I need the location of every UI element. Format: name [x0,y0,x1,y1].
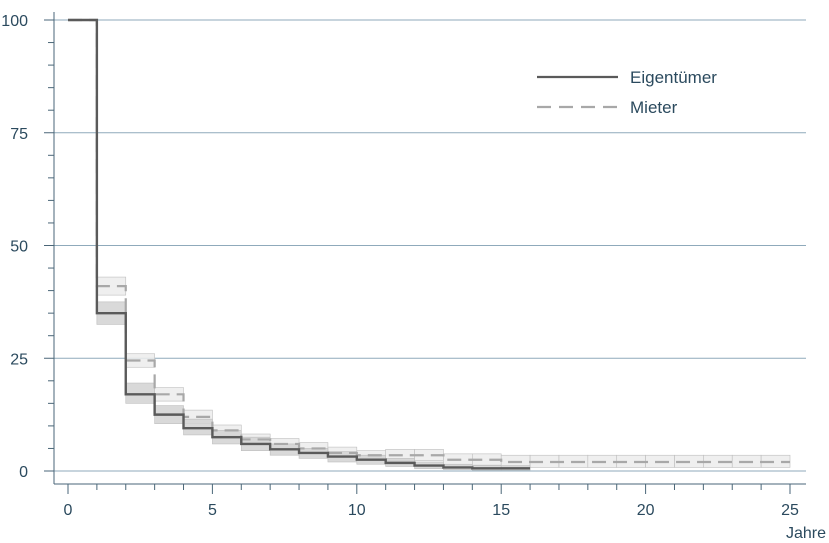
y-tick-label: 25 [10,351,28,368]
y-tick-label: 100 [1,13,28,30]
x-tick-label: 20 [637,502,655,519]
x-tick-label: 25 [781,502,799,519]
y-tick-label: 0 [19,464,28,481]
y-tick-label: 75 [10,126,28,143]
series-line-mieter [68,18,790,464]
legend: Eigentümer Mieter [537,68,717,117]
x-tick-label: 15 [492,502,510,519]
x-tick-label: 10 [348,502,366,519]
confidence-bands [96,276,791,471]
series-line-eigentuemer [68,18,531,470]
legend-label: Eigentümer [630,68,717,87]
x-tick-label: 5 [208,502,217,519]
series-lines [68,18,790,470]
x-axis-label: Jahre [786,525,826,542]
x-tick-label: 0 [64,502,73,519]
axes: 0 25 50 75 100 0 5 10 15 20 25 Jahre [1,12,826,542]
gridlines [54,19,806,472]
y-tick-label: 50 [10,239,28,256]
legend-label: Mieter [630,98,678,117]
